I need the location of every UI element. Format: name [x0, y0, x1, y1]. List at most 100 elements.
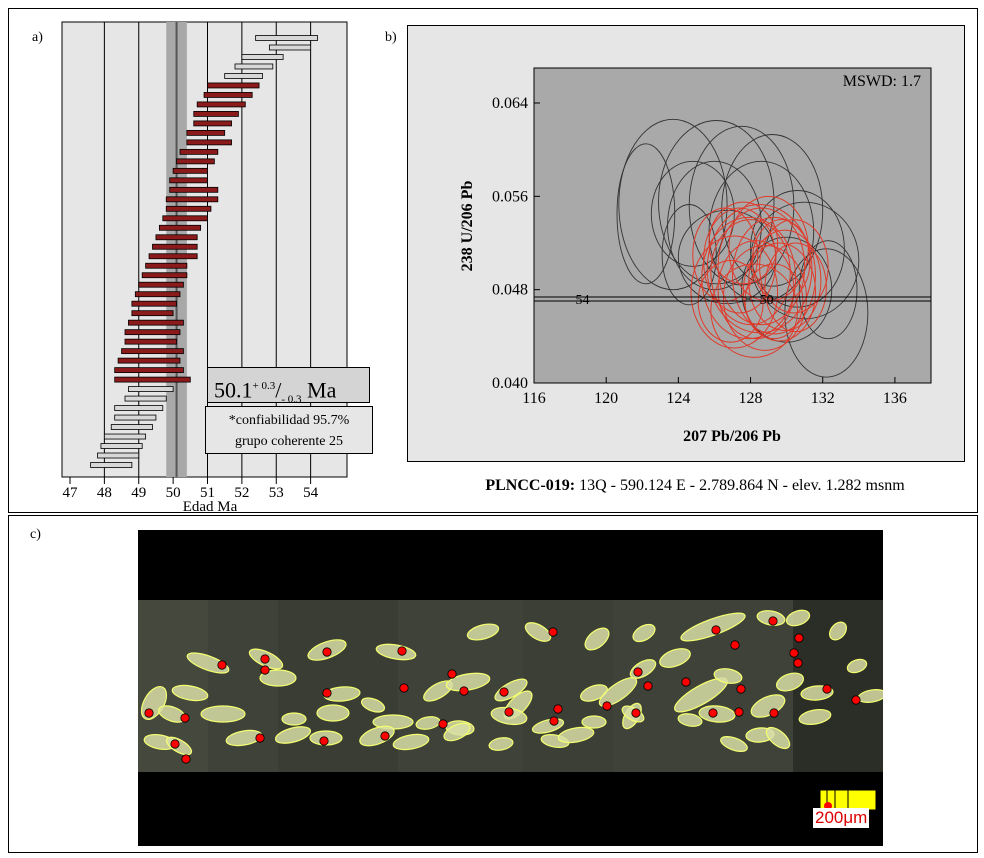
- zircon-grain: [392, 733, 430, 751]
- sample-info: PLNCC-019: 13Q - 590.124 E - 2.789.864 N…: [410, 477, 980, 495]
- zircon-grain: [598, 677, 638, 707]
- zircon-grain: [775, 672, 805, 692]
- rejected-ellipse: [798, 240, 858, 340]
- analysis-spot: [322, 688, 332, 698]
- mean-age-value: 50.1: [214, 377, 253, 403]
- accepted-ellipse: [710, 263, 798, 358]
- age-xtick-label: 48: [97, 485, 112, 501]
- accepted-age-bar: [121, 348, 184, 355]
- accepted-age-bar: [138, 281, 184, 288]
- accepted-age-bar: [169, 177, 208, 184]
- zircon-grains-svg: [138, 600, 883, 811]
- accepted-age-bar: [141, 272, 188, 279]
- zircon-grain: [659, 648, 691, 668]
- zircon-grain: [359, 725, 395, 747]
- analysis-spot: [769, 708, 779, 718]
- accepted-age-bar: [158, 224, 202, 231]
- analysis-spot: [438, 719, 448, 729]
- accepted-age-bar: [124, 329, 181, 336]
- rejected-age-bar: [128, 386, 174, 392]
- accepted-age-bar: [114, 376, 191, 383]
- accepted-age-bar: [165, 205, 212, 212]
- accepted-age-bar: [145, 262, 188, 269]
- analysis-spot: [504, 707, 514, 717]
- analysis-spot: [553, 704, 563, 714]
- conc-xtick-label: 116: [522, 390, 545, 407]
- panel-label-c: c): [30, 527, 41, 542]
- analysis-spot: [768, 616, 778, 626]
- rejected-age-bar: [114, 414, 157, 421]
- conc-xtick-label: 128: [739, 390, 763, 407]
- zircon-grain: [445, 672, 491, 692]
- scale-bar: [819, 789, 877, 811]
- accepted-age-bar: [169, 186, 219, 193]
- zircon-grain: [186, 652, 230, 674]
- accepted-age-bar: [134, 291, 181, 298]
- age-xtick-label: 52: [234, 485, 249, 501]
- rejected-age-bar: [110, 424, 153, 430]
- zircon-grain: [798, 708, 832, 726]
- zircon-grain: [171, 684, 209, 702]
- age-xtick-label: 50: [166, 485, 181, 501]
- accepted-age-bar: [114, 367, 184, 374]
- zircon-grain: [713, 668, 743, 684]
- analysis-spot: [447, 669, 457, 679]
- concordia-age-label: 54: [576, 293, 590, 308]
- rejected-age-bar: [100, 443, 143, 449]
- concordia-ylabel: 238 U/206 Pb: [459, 181, 476, 272]
- analysis-spot: [789, 648, 799, 658]
- rejected-age-bar: [241, 54, 284, 60]
- zircon-grain: [259, 669, 297, 687]
- accepted-age-bar: [155, 234, 198, 241]
- zircon-grain: [677, 713, 703, 727]
- accepted-age-bar: [203, 92, 253, 98]
- age-xtick-label: 47: [63, 485, 79, 501]
- mean-age-box: 50.1+ 0.3/- 0.3 Ma: [207, 367, 370, 406]
- conc-xtick-label: 120: [594, 390, 618, 407]
- rejected-ellipse: [784, 248, 869, 378]
- rejected-age-bar: [268, 44, 312, 51]
- rejected-age-bar: [90, 462, 133, 468]
- concordia-chart: 54 50 116 120 124 128 132 136 0.040 0.048 0.056 0.…: [459, 67, 932, 445]
- analysis-spot: [260, 665, 270, 675]
- zircon-grain: [580, 684, 608, 702]
- accepted-age-bar: [131, 310, 174, 317]
- analysis-spot: [643, 681, 653, 691]
- rejected-age-bar: [234, 63, 274, 70]
- analysis-spot: [255, 733, 265, 743]
- zircon-mount-image: 200μm: [138, 530, 883, 846]
- concordia-age-label: 50: [760, 293, 774, 308]
- accepted-ellipse: [764, 242, 827, 333]
- accepted-age-bar: [148, 253, 198, 260]
- analysis-spot: [399, 683, 409, 693]
- accepted-age-bar: [196, 101, 246, 108]
- analysis-spot: [322, 647, 332, 657]
- zircon-grain: [281, 712, 307, 726]
- accepted-age-bar: [193, 120, 232, 127]
- zircon-grain: [584, 627, 610, 651]
- age-xtick-label: 54: [303, 485, 319, 501]
- accepted-age-bar: [186, 139, 232, 146]
- rejected-ellipse: [650, 160, 735, 267]
- accepted-age-bar: [128, 319, 184, 326]
- mean-age-minus: - 0.3: [281, 393, 302, 406]
- zircon-grain: [375, 643, 417, 661]
- analysis-spot: [736, 684, 746, 694]
- conc-ytick-label: 0.048: [492, 282, 528, 299]
- age-xtick-label: 53: [269, 485, 284, 501]
- accepted-age-bar: [172, 167, 208, 174]
- mswd-annotation: MSWD: 1.7: [843, 73, 921, 90]
- analysis-spot: [459, 686, 469, 696]
- analysis-spot: [734, 707, 744, 717]
- analysis-spot: [822, 684, 832, 694]
- analysis-spot: [793, 658, 803, 668]
- conc-ytick-label: 0.056: [492, 188, 528, 205]
- zircon-grain: [720, 736, 748, 752]
- scale-bar-label: 200μm: [813, 808, 870, 828]
- accepted-age-bar: [176, 158, 215, 165]
- zircon-grain: [557, 726, 595, 744]
- rejected-ellipse: [618, 118, 728, 291]
- accepted-age-bar: [152, 243, 198, 250]
- accepted-age-bar: [165, 196, 219, 203]
- accepted-age-bar: [117, 357, 181, 364]
